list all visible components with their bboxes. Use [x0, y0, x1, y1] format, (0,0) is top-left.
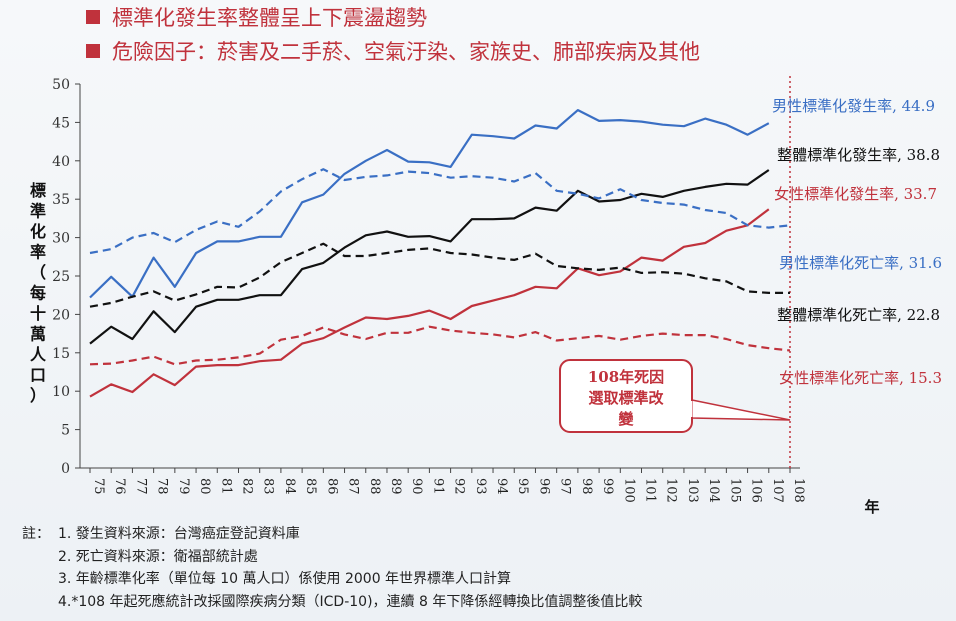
- y-tick-label: 35: [52, 192, 70, 208]
- footnote-text: 3. 年齡標準化率（單位每 10 萬人口）係使用 2000 年世界標準人口計算: [58, 571, 512, 587]
- annotation-text: 選取標準改: [588, 389, 664, 407]
- x-tick-label: 76: [112, 478, 127, 495]
- footnotes: 註： 1. 發生資料來源：台灣癌症登記資料庫 2. 死亡資料來源：衛福部統計處 3…: [22, 523, 642, 613]
- annotation-text: 108年死因: [588, 368, 664, 386]
- x-tick-label: 89: [388, 478, 403, 495]
- header-bullet-text: 危險因子：菸害及二手菸、空氣汙染、家族史、肺部疾病及其他: [112, 40, 700, 64]
- series-label: 整體標準化死亡率, 22.8: [777, 306, 940, 324]
- y-axis-title-char: 口: [30, 366, 46, 385]
- y-tick-label: 45: [52, 115, 70, 131]
- x-tick-label: 81: [218, 478, 233, 495]
- x-tick-label: 106: [749, 478, 764, 503]
- x-tick-label: 90: [409, 478, 424, 495]
- y-axis-title-char: 率: [30, 243, 46, 262]
- x-tick-label: 79: [176, 478, 191, 495]
- x-tick-label: 82: [239, 478, 254, 495]
- x-tick-label: 100: [621, 478, 636, 503]
- series-label: 女性標準化發生率, 33.7: [774, 185, 937, 203]
- x-tick-label: 95: [515, 478, 530, 495]
- x-tick-label: 105: [727, 478, 742, 503]
- x-axis-title: 年: [864, 498, 879, 516]
- annotation-pointer: [691, 399, 791, 421]
- y-tick-label: 50: [52, 77, 70, 93]
- series-label: 女性標準化死亡率, 15.3: [779, 369, 942, 387]
- footnote-text: 4.*108 年起死應統計改採國際疾病分類（ICD-10)，連續 8 年下降係經…: [58, 593, 643, 610]
- footnote-label: 註：: [22, 526, 50, 542]
- x-tick-label: 103: [685, 478, 700, 503]
- y-tick-label: 25: [52, 269, 70, 285]
- x-tick-label: 86: [324, 478, 339, 495]
- y-axis-title-char: 萬: [30, 325, 46, 344]
- series-line: [89, 169, 770, 345]
- y-axis-title-char: 人: [30, 345, 47, 364]
- x-tick-label: 93: [473, 478, 488, 495]
- y-axis-title-char: ）: [30, 386, 46, 405]
- footnote-text: 2. 死亡資料來源：衛福部統計處: [58, 548, 258, 565]
- x-tick-label: 77: [133, 478, 148, 495]
- x-tick-label: 91: [430, 478, 445, 495]
- y-axis-title-char: 每: [30, 284, 46, 303]
- x-tick-label: 94: [494, 478, 509, 495]
- series-line: [89, 242, 790, 308]
- y-tick-label: 20: [52, 307, 70, 323]
- y-tick-label: 5: [61, 423, 70, 439]
- x-tick-label: 78: [155, 478, 170, 495]
- y-axis-title-char: 準: [30, 202, 46, 221]
- x-tick-label: 97: [558, 478, 573, 495]
- x-tick-label: 102: [664, 478, 679, 503]
- x-tick-label: 99: [600, 478, 615, 495]
- x-tick-label: 83: [261, 478, 276, 495]
- series-line: [89, 208, 770, 398]
- header-bullet-risk-factors: 危險因子：菸害及二手菸、空氣汙染、家族史、肺部疾病及其他: [86, 36, 700, 66]
- footnote-text: 1. 發生資料來源：台灣癌症登記資料庫: [58, 526, 300, 542]
- footnote-line: 3. 年齡標準化率（單位每 10 萬人口）係使用 2000 年世界標準人口計算: [22, 568, 642, 591]
- header-bullet-text: 標準化發生率整體呈上下震盪趨勢: [112, 6, 427, 30]
- footnote-line: 註： 1. 發生資料來源：台灣癌症登記資料庫: [22, 523, 642, 546]
- x-tick-label: 108: [791, 478, 806, 503]
- y-axis-title-char: 標: [30, 181, 46, 200]
- bullet-square-icon: [86, 44, 100, 58]
- annotation-text: 變: [617, 410, 634, 428]
- header-bullet-trend: 標準化發生率整體呈上下震盪趨勢: [86, 2, 427, 32]
- series-line: [89, 325, 791, 366]
- x-tick-label: 85: [303, 478, 318, 495]
- x-tick-label: 107: [770, 478, 785, 503]
- x-tick-label: 88: [367, 478, 382, 495]
- footnote-line: 4.*108 年起死應統計改採國際疾病分類（ICD-10)，連續 8 年下降係經…: [22, 591, 642, 614]
- annotation-box: [559, 359, 693, 433]
- bullet-square-icon: [86, 10, 100, 24]
- x-tick-label: 101: [643, 478, 658, 503]
- x-tick-label: 84: [282, 478, 297, 495]
- x-tick-label: 75: [91, 478, 106, 495]
- y-tick-label: 0: [61, 461, 70, 477]
- x-tick-label: 104: [706, 478, 721, 503]
- y-tick-label: 10: [52, 384, 70, 400]
- x-tick-label: 98: [579, 478, 594, 495]
- x-tick-label: 80: [197, 478, 212, 495]
- series-line: [89, 168, 791, 255]
- x-tick-label: 96: [536, 478, 551, 495]
- series-label: 男性標準化死亡率, 31.6: [779, 254, 942, 272]
- series-line: [89, 109, 770, 299]
- series-label: 男性標準化發生率, 44.9: [772, 97, 935, 115]
- x-tick-label: 87: [346, 478, 361, 495]
- x-tick-label: 92: [452, 478, 467, 495]
- y-axis-title-char: （: [30, 263, 46, 282]
- footnote-line: 2. 死亡資料來源：衛福部統計處: [22, 546, 642, 569]
- y-tick-label: 30: [52, 231, 70, 247]
- y-tick-label: 40: [52, 154, 70, 170]
- y-tick-label: 15: [52, 346, 70, 362]
- series-label: 整體標準化發生率, 38.8: [777, 146, 940, 164]
- y-axis-title-char: 化: [30, 222, 46, 241]
- y-axis-title-char: 十: [30, 304, 46, 323]
